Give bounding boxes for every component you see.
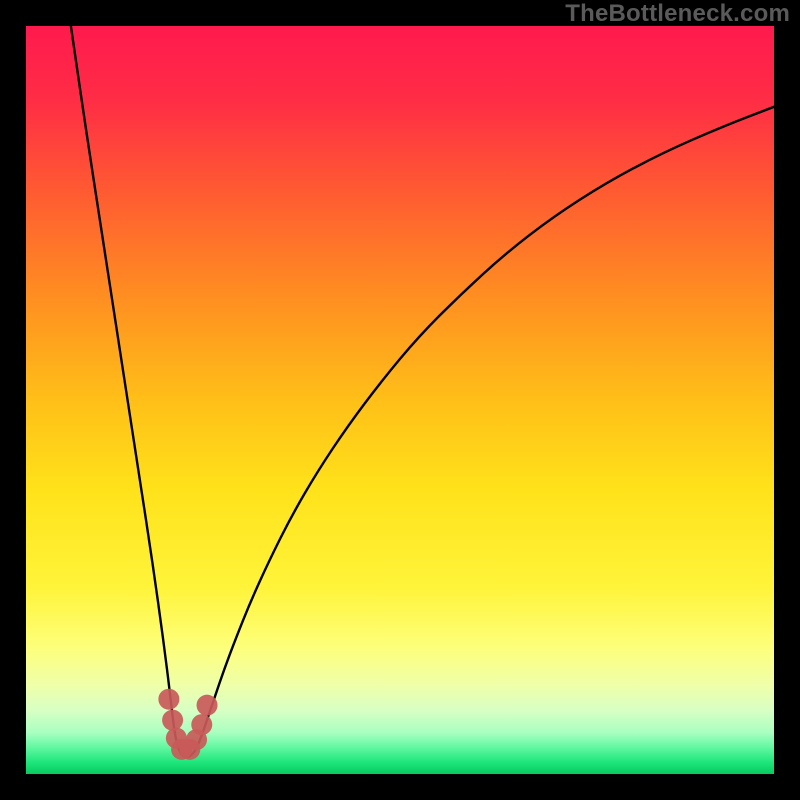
plot-svg: [26, 26, 774, 774]
data-marker: [191, 714, 212, 735]
plot-area: [26, 26, 774, 774]
watermark-text: TheBottleneck.com: [565, 0, 790, 28]
data-marker: [197, 695, 218, 716]
plot-background: [26, 26, 774, 774]
data-marker: [162, 710, 183, 731]
data-marker: [158, 689, 179, 710]
